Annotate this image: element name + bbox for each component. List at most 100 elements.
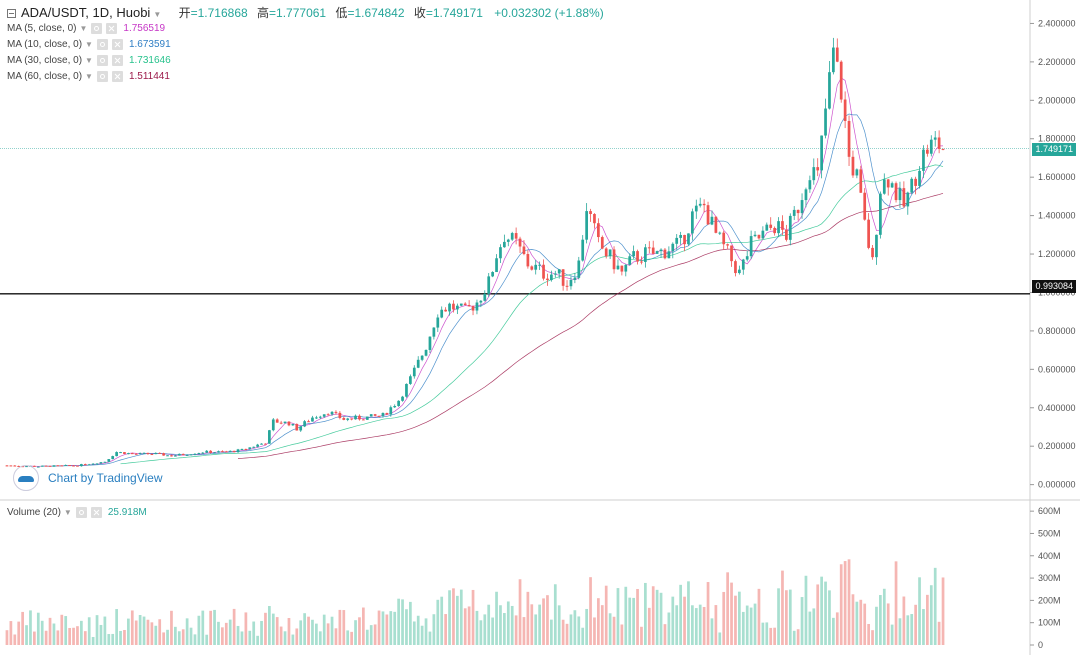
candle-body: [890, 183, 894, 188]
volume-bar: [847, 559, 851, 645]
chevron-down-icon[interactable]: ▼: [63, 508, 72, 517]
candle-body: [667, 251, 671, 259]
candle-body: [13, 465, 17, 467]
volume-bar: [734, 595, 737, 645]
gear-icon[interactable]: [91, 23, 103, 34]
horizontal-line-price-tag[interactable]: 0.993084: [1032, 280, 1076, 293]
candle-body: [36, 466, 40, 468]
volume-bar: [636, 588, 639, 645]
price-tick-label: 1.600000: [1038, 172, 1076, 182]
candle-body: [44, 465, 48, 467]
candle-body: [561, 269, 565, 286]
chevron-down-icon[interactable]: ▼: [153, 10, 162, 19]
candle-body: [753, 234, 757, 237]
volume-bar: [232, 608, 236, 645]
volume-bar: [119, 630, 122, 645]
volume-bar: [726, 572, 729, 645]
volume-bar: [350, 631, 353, 645]
volume-bar: [749, 607, 753, 645]
candle-body: [401, 396, 404, 401]
indicator-ma-5[interactable]: MA (5, close, 0) ▼ 1.756519: [7, 23, 165, 34]
volume-bar: [863, 603, 867, 645]
volume-bar: [824, 581, 827, 645]
tradingview-watermark[interactable]: Chart by TradingView: [13, 465, 163, 491]
volume-bar: [5, 630, 9, 645]
chevron-down-icon[interactable]: ▼: [79, 24, 88, 33]
chevron-down-icon[interactable]: ▼: [85, 40, 93, 49]
volume-bar: [279, 626, 283, 645]
volume-bar: [29, 610, 32, 645]
volume-bar: [244, 612, 248, 645]
volume-bar: [694, 608, 698, 645]
volume-bar: [933, 567, 937, 645]
candle-body: [256, 444, 259, 447]
candle-body: [48, 465, 52, 467]
candle-body: [530, 266, 534, 270]
candle-body: [60, 465, 64, 467]
volume-bar: [910, 614, 914, 645]
chevron-down-icon[interactable]: ▼: [85, 56, 93, 65]
close-icon[interactable]: [111, 71, 123, 82]
close-icon[interactable]: [111, 39, 123, 50]
candle-body: [358, 415, 361, 420]
gear-icon[interactable]: [75, 507, 87, 518]
volume-bar: [342, 610, 346, 645]
volume-bar: [710, 618, 714, 645]
volume-bar: [538, 604, 541, 645]
volume-bar: [346, 630, 350, 645]
gear-icon[interactable]: [96, 71, 108, 82]
indicator-ma-60[interactable]: MA (60, close, 0) ▼ 1.511441: [7, 71, 170, 82]
collapse-icon[interactable]: [7, 9, 16, 18]
volume-bar: [753, 603, 757, 645]
volume-bar: [828, 590, 831, 645]
candle-body: [538, 264, 541, 266]
candle-body: [107, 459, 111, 462]
candle-body: [436, 317, 440, 328]
indicator-ma-30[interactable]: MA (30, close, 0) ▼ 1.731646: [7, 55, 171, 66]
volume-bar: [914, 604, 917, 645]
indicator-ma-10[interactable]: MA (10, close, 0) ▼ 1.673591: [7, 39, 171, 50]
close-icon[interactable]: [111, 55, 123, 66]
current-price-tag: 1.749171: [1032, 143, 1076, 156]
volume-bar: [283, 631, 287, 645]
gear-icon[interactable]: [96, 39, 108, 50]
close-icon[interactable]: [90, 507, 102, 518]
candle-body: [557, 269, 561, 274]
gear-icon[interactable]: [96, 55, 108, 66]
volume-bar: [604, 585, 608, 645]
volume-bar: [479, 620, 483, 645]
low-value: =1.674842: [347, 6, 405, 20]
volume-bar: [659, 592, 663, 645]
symbol-title[interactable]: ADA/USDT, 1D, Huobi: [21, 5, 151, 20]
volume-bar: [937, 621, 941, 645]
candle-body: [651, 247, 655, 254]
indicator-value: 1.673591: [128, 39, 171, 50]
candle-body: [898, 188, 902, 201]
volume-bar: [197, 615, 201, 645]
chevron-down-icon[interactable]: ▼: [85, 72, 93, 81]
candle-body: [221, 451, 224, 453]
candle-body: [236, 449, 240, 453]
candle-body: [679, 234, 682, 238]
price-tick-label: 1.800000: [1038, 134, 1076, 144]
volume-bar: [890, 624, 894, 645]
indicator-volume[interactable]: Volume (20) ▼ 25.918M: [7, 507, 147, 518]
candle-body: [788, 215, 792, 240]
volume-bar: [644, 582, 647, 645]
volume-bar: [205, 634, 209, 645]
candle-body: [177, 453, 181, 456]
volume-bar: [565, 623, 569, 645]
candle-body: [918, 170, 921, 186]
price-tick-label: 1.200000: [1038, 249, 1076, 259]
volume-bar: [174, 626, 177, 645]
volume-bar: [248, 630, 252, 645]
candle-body: [718, 232, 722, 234]
close-icon[interactable]: [106, 23, 118, 34]
volume-tick-label: 0: [1038, 640, 1043, 650]
price-tick-label: 2.400000: [1038, 18, 1076, 28]
candle-body: [326, 414, 330, 416]
candle-body: [452, 303, 455, 310]
candle-body: [628, 256, 632, 265]
candle-body: [193, 453, 197, 455]
